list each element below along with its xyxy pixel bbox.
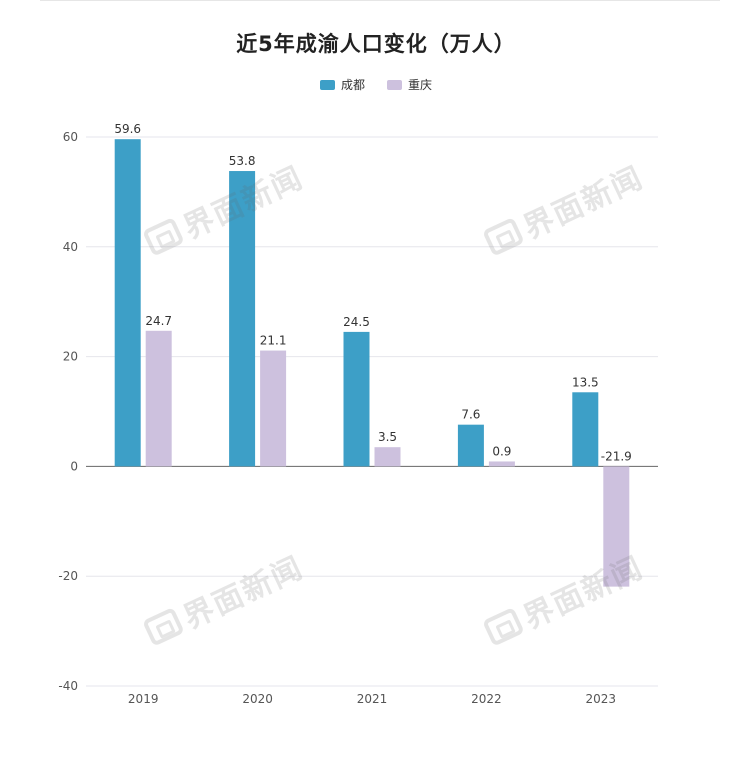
- bar-chengdu: [114, 139, 141, 467]
- bar-chongqing: [145, 330, 172, 467]
- bar-chongqing: [374, 447, 401, 467]
- data-label: 0.9: [492, 444, 511, 458]
- data-label: -21.9: [601, 449, 632, 463]
- x-tick-label: 2021: [357, 692, 388, 706]
- y-tick-label: 60: [63, 130, 78, 144]
- y-tick-label: 0: [70, 459, 78, 473]
- bar-chongqing: [488, 461, 515, 467]
- legend-label-chongqing: 重庆: [408, 78, 433, 92]
- data-label: 24.5: [343, 315, 370, 329]
- data-label: 7.6: [461, 408, 480, 422]
- data-label: 59.6: [114, 122, 141, 136]
- data-label: 3.5: [378, 430, 397, 444]
- legend-item-chengdu[interactable]: 成都: [319, 76, 365, 93]
- bar-chongqing: [260, 350, 287, 467]
- data-label: 53.8: [229, 154, 256, 168]
- y-tick-label: -40: [58, 679, 78, 693]
- data-label: 13.5: [572, 375, 599, 389]
- legend: 成都 重庆: [0, 76, 752, 93]
- legend-item-chongqing[interactable]: 重庆: [387, 76, 432, 93]
- top-divider: [40, 0, 720, 1]
- x-tick-label: 2020: [242, 692, 273, 706]
- bar-chongqing: [603, 466, 630, 587]
- data-label: 24.7: [145, 314, 172, 328]
- bar-chengdu: [457, 424, 484, 467]
- legend-label-chengdu: 成都: [340, 78, 365, 92]
- legend-swatch-chengdu: [319, 79, 335, 90]
- y-tick-label: -20: [58, 569, 78, 583]
- x-tick-label: 2022: [471, 692, 502, 706]
- bar-chengdu: [572, 392, 599, 467]
- legend-swatch-chongqing: [387, 79, 402, 90]
- chart-title: 近5年成渝人口变化（万人）: [236, 32, 516, 56]
- x-tick-label: 2023: [586, 692, 617, 706]
- y-tick-label: 20: [63, 350, 78, 364]
- bar-chengdu: [229, 171, 256, 467]
- x-tick-label: 2019: [128, 692, 159, 706]
- data-label: 21.1: [260, 334, 287, 348]
- bar-chengdu: [343, 331, 370, 467]
- y-tick-label: 40: [63, 240, 78, 254]
